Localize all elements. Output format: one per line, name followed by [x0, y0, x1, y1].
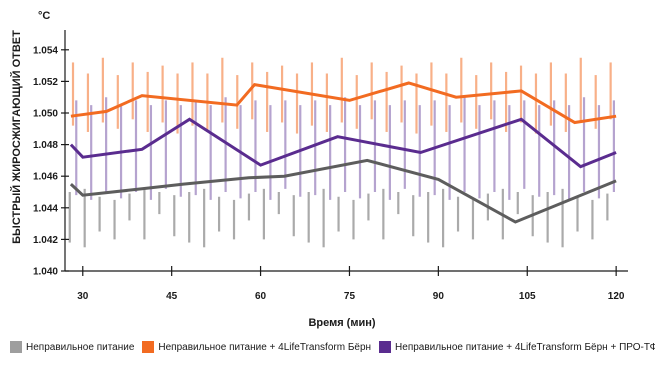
y-tick-label: 1.044	[33, 203, 58, 214]
series-lines	[69, 81, 617, 224]
range-bars	[68, 57, 615, 248]
y-tick-label: 1.054	[33, 45, 58, 56]
x-tick-label: 30	[77, 291, 89, 302]
y-tick-label: 1.052	[33, 77, 58, 88]
y-tick-label: 1.050	[33, 109, 58, 120]
x-tick-label: 60	[255, 291, 267, 302]
legend-item: Неправильное питание	[10, 341, 134, 353]
legend-swatch-purple	[379, 341, 392, 353]
x-tick-label: 45	[166, 291, 178, 302]
y-tick-label: 1.046	[33, 172, 58, 183]
axes: 1.040 1.042 1.044 1.046 1.048 1.050 1.052 1.054…	[33, 30, 628, 302]
legend: Неправильное питание Неправильное питани…	[10, 341, 655, 353]
series-line	[70, 81, 617, 125]
y-tick-label: 1.048	[33, 140, 58, 151]
y-unit-label: °C	[38, 10, 50, 22]
legend-swatch-gray	[10, 341, 22, 353]
legend-label: Неправильное питание + 4LifeTransform Бё…	[158, 341, 372, 353]
legend-label: Неправильное питание	[26, 341, 135, 353]
y-tick-label: 1.040	[33, 267, 58, 278]
legend-item: Неправильное питание + 4LifeTransform Бё…	[379, 341, 655, 353]
y-tick-label: 1.042	[33, 235, 58, 246]
series-line	[69, 158, 617, 224]
legend-swatch-orange	[142, 341, 155, 353]
x-tick-label: 105	[519, 291, 536, 302]
legend-label: Неправильное питание + 4LifeTransform Бё…	[395, 341, 655, 353]
y-axis-title: БЫСТРЫЙ ЖИРОСЖИГАЮЩИЙ ОТВЕТ	[10, 30, 23, 244]
x-tick-label: 75	[344, 291, 356, 302]
x-tick-label: 90	[433, 291, 445, 302]
series-line	[69, 117, 617, 169]
legend-item: Неправильное питание + 4LifeTransform Бё…	[142, 341, 371, 353]
x-tick-label: 120	[608, 291, 625, 302]
x-axis-title: Время (мин)	[308, 317, 375, 329]
